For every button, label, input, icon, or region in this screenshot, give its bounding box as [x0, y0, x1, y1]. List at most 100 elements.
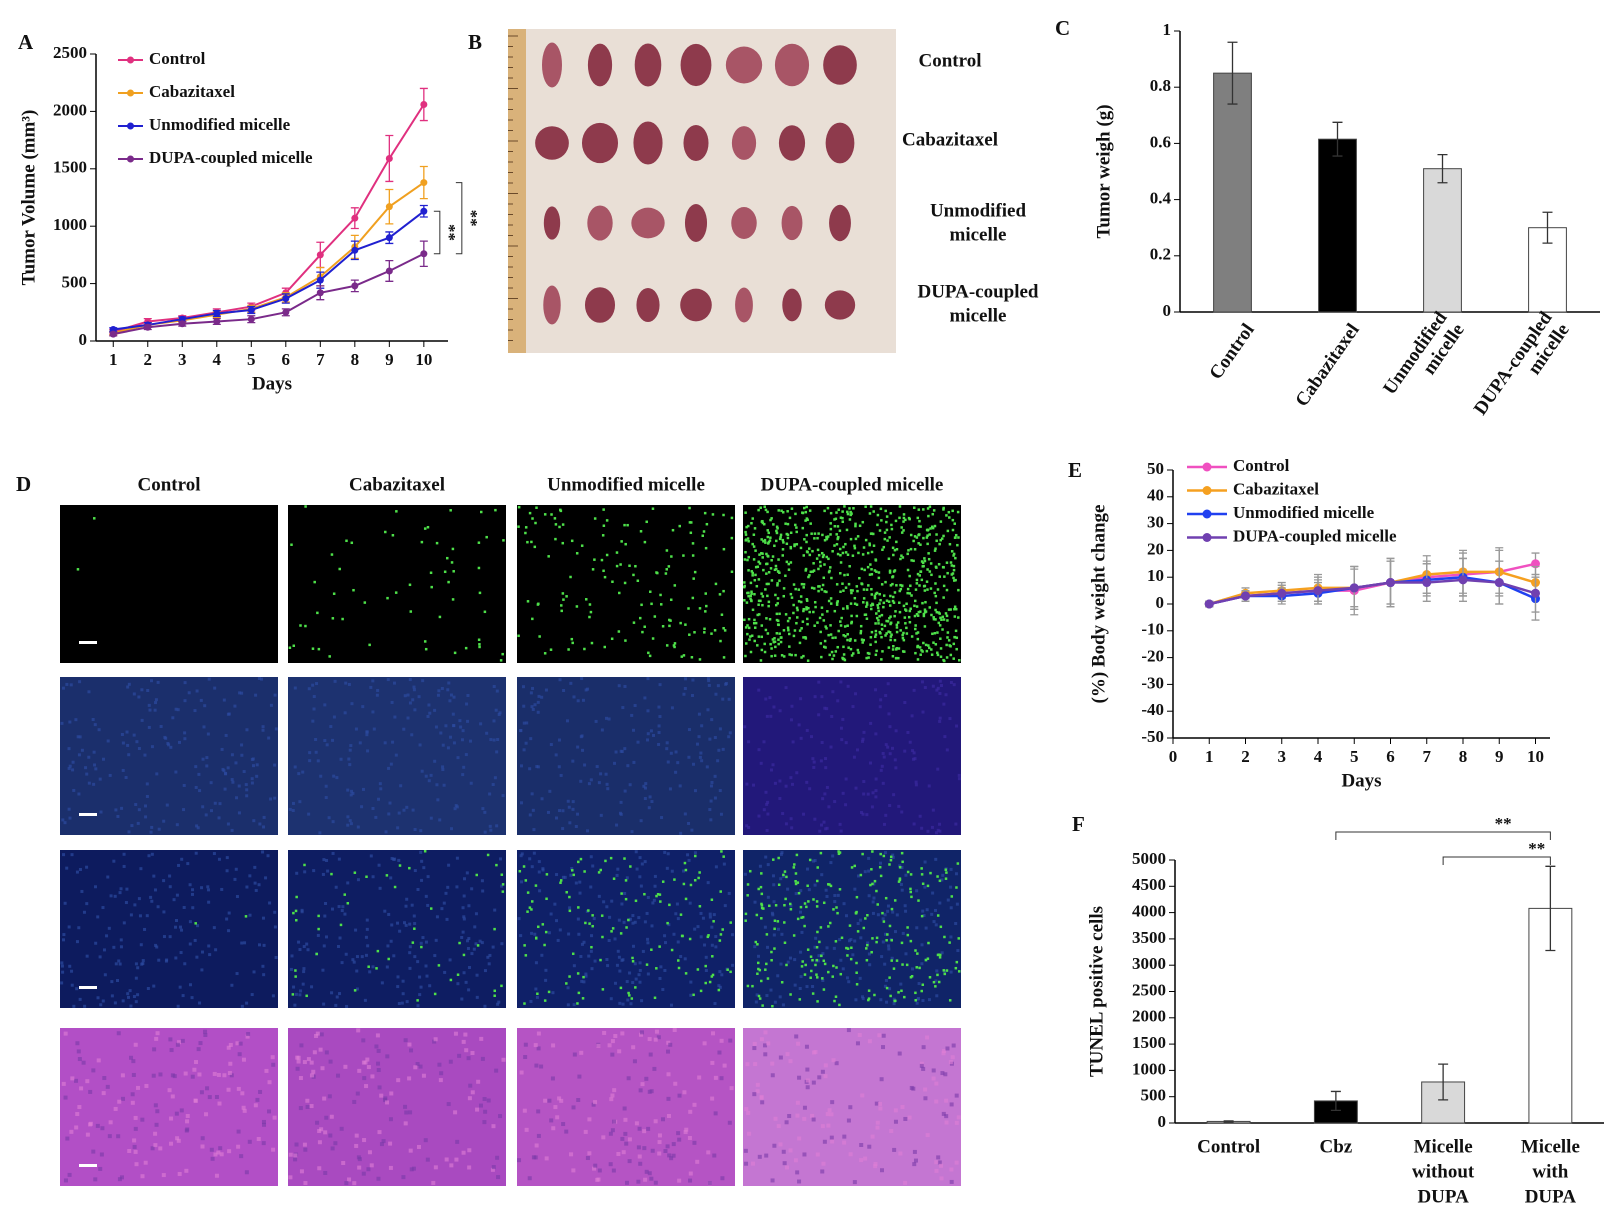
- fluorescent-cell: [620, 932, 623, 935]
- texture: [571, 1168, 575, 1172]
- marker: [317, 289, 324, 296]
- texture: [579, 1051, 583, 1055]
- fluorescent-cell: [784, 898, 787, 901]
- texture: [491, 1124, 495, 1128]
- texture: [437, 694, 440, 697]
- fluorescent-cell: [885, 897, 888, 900]
- texture: [154, 701, 157, 704]
- row-label: Unmodified: [930, 200, 1027, 221]
- fluorescent-cell: [829, 922, 832, 925]
- fluorescent-cell: [792, 604, 795, 607]
- fluorescent-cell: [718, 989, 721, 992]
- texture: [544, 979, 547, 982]
- texture: [179, 926, 182, 929]
- fluorescent-cell: [623, 857, 626, 860]
- texture: [262, 973, 265, 976]
- texture: [802, 1152, 806, 1156]
- fluorescent-cell: [945, 612, 948, 615]
- fluorescent-cell: [766, 529, 769, 532]
- fluorescent-cell: [603, 524, 606, 527]
- texture: [197, 1072, 201, 1076]
- texture: [813, 1050, 817, 1054]
- fluorescent-cell: [881, 628, 884, 631]
- fluorescent-cell: [698, 871, 701, 874]
- texture: [861, 995, 864, 998]
- fluorescent-cell: [365, 876, 368, 879]
- row-label: Control: [919, 50, 982, 71]
- texture: [221, 748, 224, 751]
- fluorescent-cell: [786, 543, 789, 546]
- fluorescent-cell: [842, 589, 845, 592]
- texture: [371, 965, 374, 968]
- fluorescent-cell: [941, 537, 944, 540]
- fluorescent-cell: [458, 942, 461, 945]
- texture: [743, 725, 746, 728]
- texture: [290, 968, 293, 971]
- fluorescent-cell: [794, 588, 797, 591]
- texture: [189, 883, 192, 886]
- texture: [213, 926, 216, 929]
- fluorescent-cell: [790, 547, 793, 550]
- texture: [715, 865, 718, 868]
- texture: [428, 779, 431, 782]
- fluorescent-cell: [452, 570, 455, 573]
- texture: [430, 817, 433, 820]
- fluorescent-cell: [862, 639, 865, 642]
- marker: [282, 309, 289, 316]
- fluorescent-cell: [763, 506, 766, 509]
- fluorescent-cell: [678, 967, 681, 970]
- texture: [535, 1143, 539, 1147]
- fluorescent-cell: [923, 613, 926, 616]
- texture: [558, 765, 561, 768]
- texture: [72, 789, 75, 792]
- fluorescent-cell: [909, 608, 912, 611]
- texture: [377, 1049, 381, 1053]
- texture: [310, 1061, 314, 1065]
- fluorescent-cell: [873, 544, 876, 547]
- texture: [234, 761, 237, 764]
- marker: [420, 101, 427, 108]
- texture: [672, 1154, 676, 1158]
- texture: [180, 951, 183, 954]
- fluorescent-cell: [795, 531, 798, 534]
- texture: [262, 825, 265, 828]
- texture: [428, 712, 431, 715]
- fluorescent-cell: [948, 644, 951, 647]
- texture: [945, 1121, 949, 1125]
- texture: [709, 913, 712, 916]
- texture: [696, 743, 699, 746]
- texture: [652, 734, 655, 737]
- fluorescent-cell: [444, 571, 447, 574]
- fluorescent-cell: [722, 590, 725, 593]
- texture: [714, 945, 717, 948]
- texture: [548, 931, 551, 934]
- texture: [820, 824, 823, 827]
- texture: [318, 831, 321, 834]
- fluorescent-cell: [883, 855, 886, 858]
- texture: [946, 748, 949, 751]
- fluorescent-cell: [914, 999, 917, 1002]
- texture: [88, 782, 91, 785]
- texture: [924, 861, 927, 864]
- fluorescent-cell: [906, 964, 909, 967]
- texture: [823, 792, 826, 795]
- fluorescent-cell: [354, 989, 357, 992]
- texture: [589, 885, 592, 888]
- texture: [495, 1156, 499, 1160]
- fluorescent-cell: [783, 595, 786, 598]
- y-tick-label: 30: [1147, 513, 1164, 532]
- fluorescent-cell: [905, 609, 908, 612]
- texture: [447, 1102, 451, 1106]
- fluorescent-cell: [821, 534, 824, 537]
- texture: [207, 888, 210, 891]
- fluorescent-cell: [821, 613, 824, 616]
- texture: [559, 678, 562, 681]
- texture: [789, 776, 792, 779]
- fluorescent-cell: [861, 568, 864, 571]
- fluorescent-cell: [835, 940, 838, 943]
- texture: [841, 718, 844, 721]
- texture: [465, 981, 468, 984]
- texture: [442, 744, 445, 747]
- fluorescent-cell: [731, 571, 734, 574]
- panel-label: F: [1072, 812, 1085, 836]
